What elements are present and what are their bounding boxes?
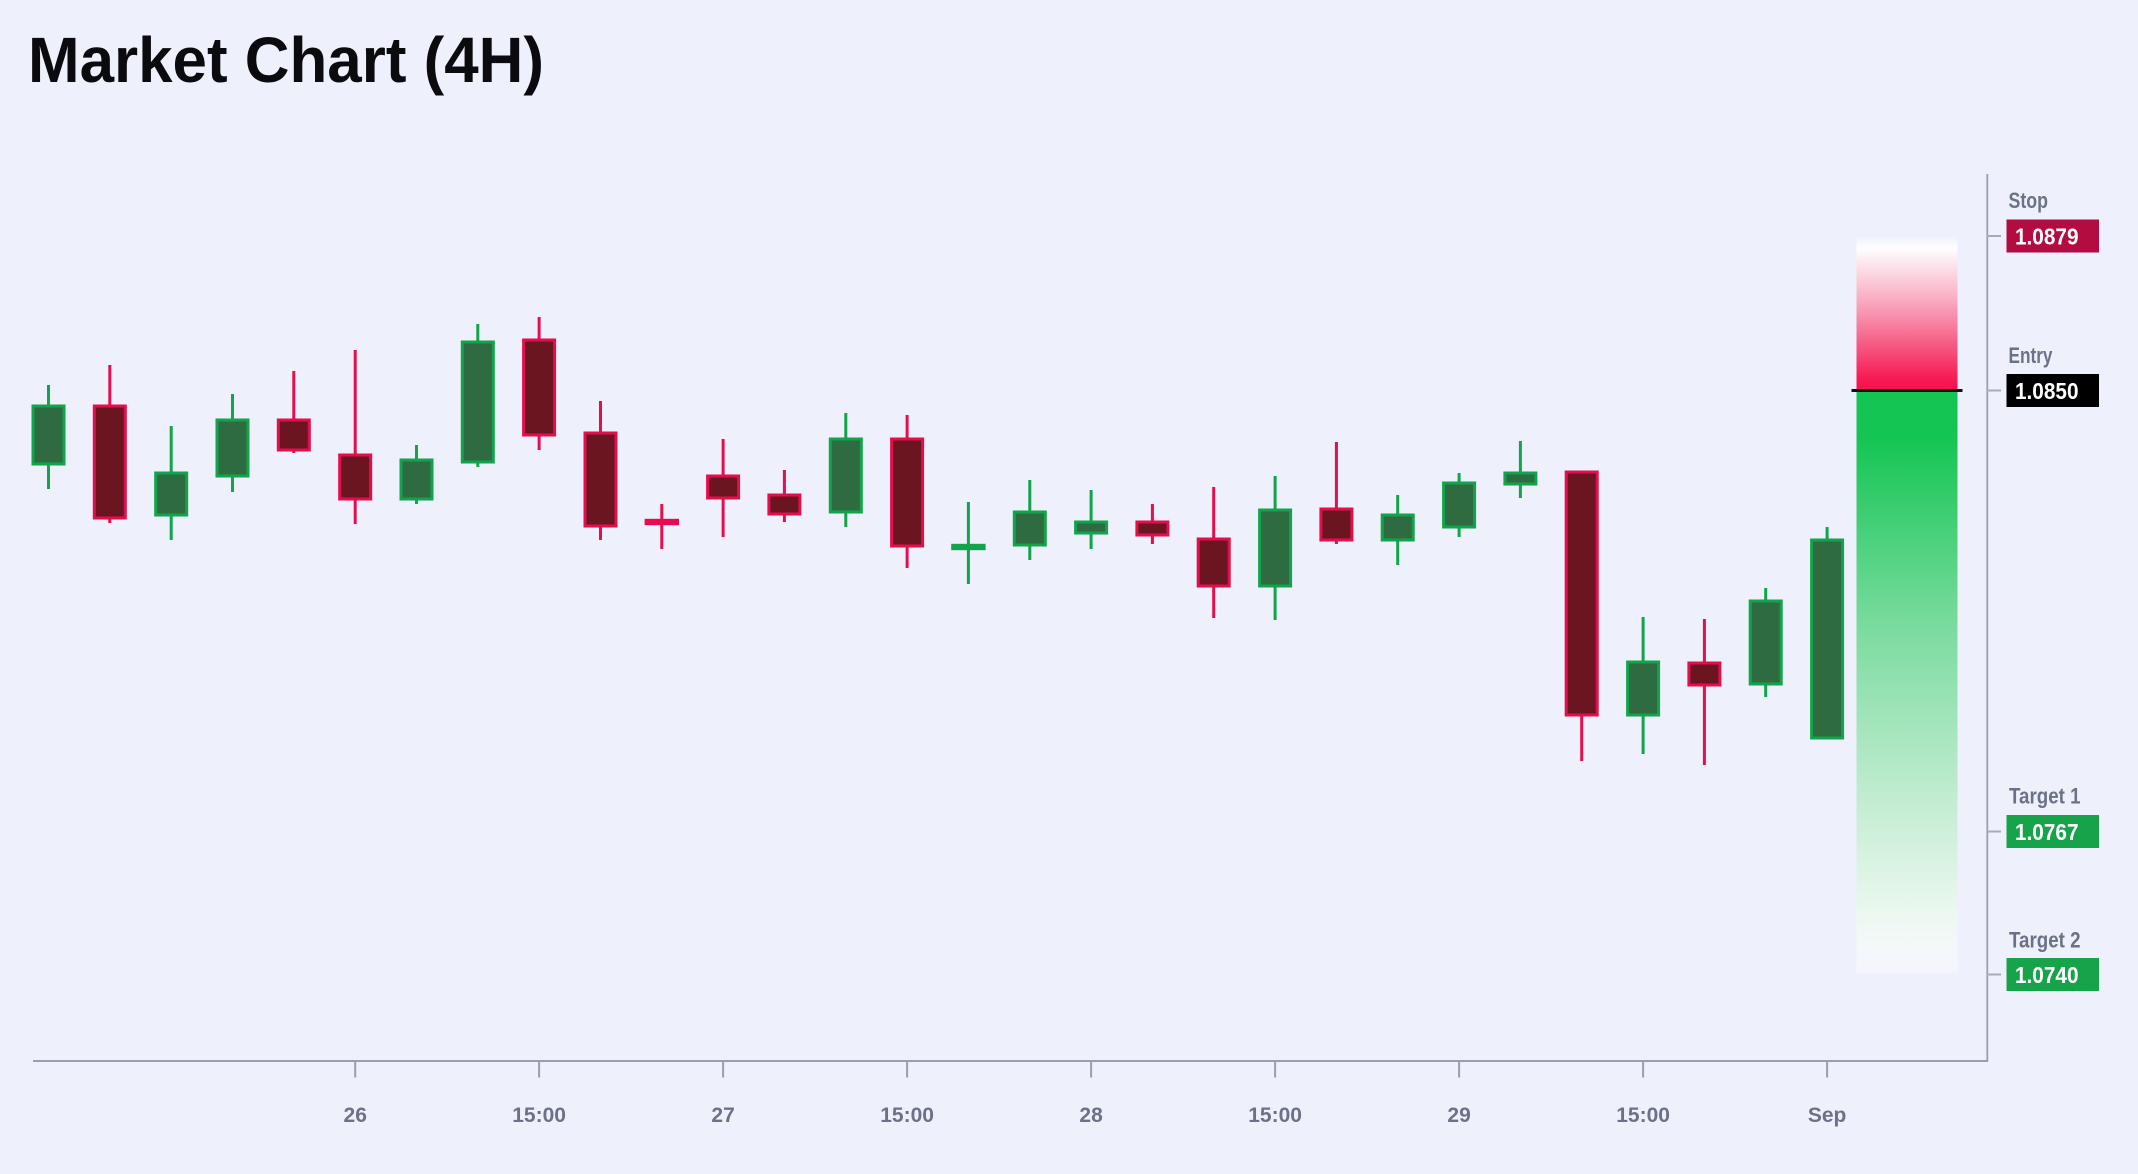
svg-text:29: 29 xyxy=(1447,1104,1470,1127)
svg-text:1.0879: 1.0879 xyxy=(2015,224,2079,250)
svg-text:1.0740: 1.0740 xyxy=(2015,962,2079,988)
svg-text:15:00: 15:00 xyxy=(880,1104,934,1127)
svg-text:28: 28 xyxy=(1079,1104,1103,1127)
svg-text:15:00: 15:00 xyxy=(1616,1104,1670,1127)
svg-text:27: 27 xyxy=(711,1104,734,1127)
svg-text:15:00: 15:00 xyxy=(1248,1104,1302,1127)
svg-text:Target 2: Target 2 xyxy=(2009,928,2081,953)
svg-text:1.0850: 1.0850 xyxy=(2015,378,2079,404)
svg-text:1.0767: 1.0767 xyxy=(2015,819,2079,845)
svg-text:15:00: 15:00 xyxy=(512,1104,566,1127)
svg-text:26: 26 xyxy=(344,1104,367,1127)
svg-text:Target 1: Target 1 xyxy=(2009,784,2081,809)
svg-text:Stop: Stop xyxy=(2009,188,2049,213)
svg-text:Sep: Sep xyxy=(1808,1104,1847,1127)
svg-text:Market Chart (4H): Market Chart (4H) xyxy=(28,24,544,96)
svg-text:Entry: Entry xyxy=(2009,343,2054,368)
